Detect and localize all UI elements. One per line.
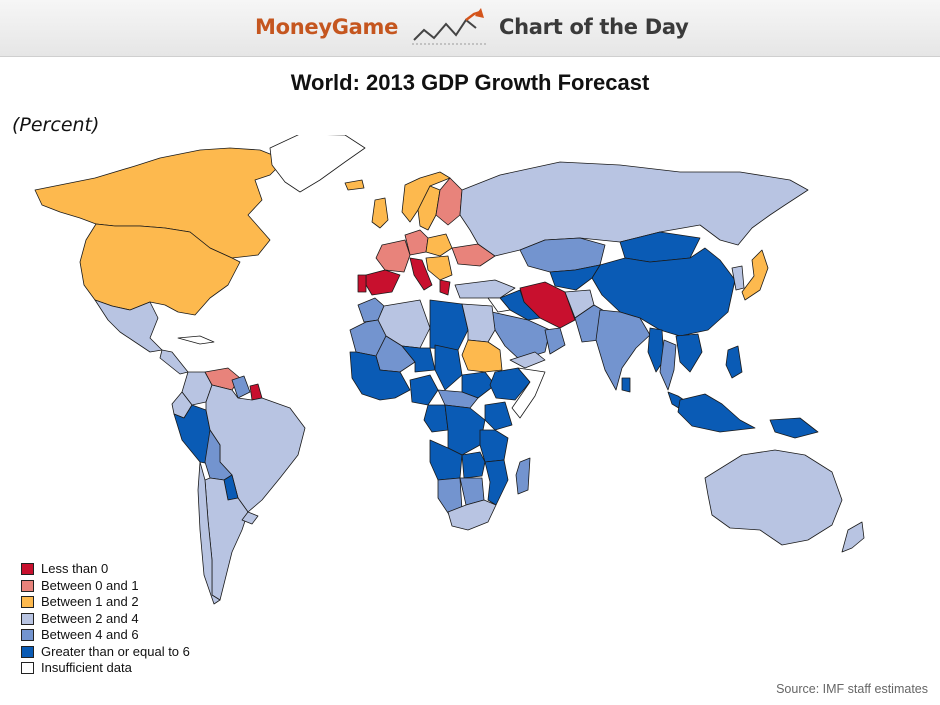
- legend-label: Between 2 and 4: [41, 610, 139, 626]
- country-thailand: [659, 339, 677, 391]
- legend-label: Between 4 and 6: [41, 627, 139, 642]
- country-uruguay: [241, 511, 259, 525]
- legend-label: Between 0 and 1: [41, 577, 139, 593]
- country-australia: [704, 449, 843, 546]
- country-spain: [365, 269, 401, 296]
- country-new-zealand: [841, 521, 865, 553]
- country-suriname: [249, 383, 263, 401]
- country-kenya: [484, 401, 513, 431]
- country-central-asia: [549, 264, 601, 291]
- legend-swatch: [21, 563, 34, 575]
- header-banner: MoneyGame Chart of the Day: [0, 0, 940, 57]
- country-mozambique: [484, 459, 509, 506]
- country-cuba: [177, 335, 215, 345]
- country-italy: [409, 257, 433, 291]
- legend-label: Greater than or equal to 6: [41, 643, 190, 659]
- country-congo: [423, 404, 449, 433]
- country-portugal: [357, 274, 367, 293]
- country-turkey: [454, 279, 516, 299]
- country-chile: [197, 461, 221, 605]
- country-nigeria: [409, 374, 439, 406]
- unit-label: (Percent): [12, 114, 100, 136]
- map-title: World: 2013 GDP Growth Forecast: [290, 70, 650, 95]
- country-greenland: [269, 135, 366, 193]
- brand-name: MoneyGame: [255, 15, 399, 39]
- country-russia: [459, 161, 809, 257]
- country-syria: [487, 297, 511, 313]
- legend-swatch: [21, 662, 34, 674]
- rising-line-chart-icon: [412, 8, 486, 45]
- country-somalia: [511, 367, 546, 419]
- legend-label: Between 1 and 2: [41, 594, 139, 609]
- legend-swatch: [21, 579, 34, 592]
- legend-swatch: [21, 596, 34, 608]
- country-iceland: [344, 179, 365, 191]
- legend-swatch: [21, 629, 34, 641]
- country-balkans: [425, 255, 453, 281]
- source-note: Source: IMF staff estimates: [776, 682, 928, 696]
- country-south-sudan: [461, 371, 496, 399]
- country-egypt: [461, 303, 496, 343]
- country-sudan: [461, 339, 503, 373]
- country-west-africa: [349, 351, 411, 401]
- country-guyana: [231, 375, 251, 399]
- country-indonesia: [677, 393, 756, 433]
- legend-label: Insufficient data: [41, 660, 132, 675]
- country-japan: [741, 249, 769, 301]
- country-poland: [425, 233, 453, 257]
- country-sri-lanka: [621, 377, 631, 393]
- country-oman: [544, 327, 566, 355]
- country-yemen: [509, 351, 546, 369]
- country-united-states: [79, 223, 241, 316]
- country-tanzania: [479, 429, 509, 463]
- country-madagascar: [515, 457, 531, 495]
- world-map: [34, 135, 865, 605]
- country-papua-new-guinea: [769, 417, 819, 439]
- legend-swatch: [21, 612, 34, 625]
- country-chad: [434, 344, 463, 391]
- country-mexico: [94, 299, 163, 353]
- country-south-africa: [447, 499, 497, 531]
- country-central-african-republic: [437, 389, 479, 409]
- country-libya: [429, 299, 469, 351]
- country-united-kingdom: [371, 197, 389, 229]
- section-title: Chart of the Day: [499, 15, 689, 39]
- legend-swatch: [21, 645, 34, 658]
- legend-label: Less than 0: [41, 561, 109, 576]
- country-saudi-arabia: [491, 311, 551, 361]
- country-france: [375, 239, 411, 273]
- country-finland: [435, 177, 463, 226]
- country-indochina: [675, 333, 703, 373]
- country-india: [595, 309, 651, 391]
- country-central-america: [159, 349, 189, 375]
- country-ukraine: [451, 243, 496, 267]
- country-greece: [439, 279, 451, 296]
- country-korea: [731, 265, 745, 291]
- country-philippines: [725, 345, 743, 379]
- country-dr-congo: [444, 404, 486, 456]
- country-zambia: [461, 451, 486, 479]
- country-myanmar: [647, 327, 665, 373]
